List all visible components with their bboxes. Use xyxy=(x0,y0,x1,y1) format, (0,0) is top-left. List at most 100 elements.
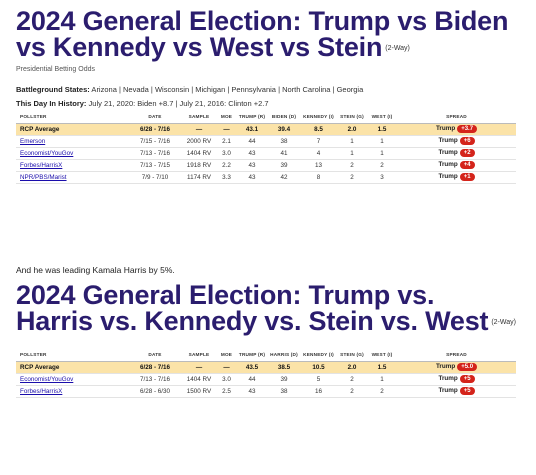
poll-biden: 39 xyxy=(268,159,300,172)
poll-kennedy: 8.5 xyxy=(300,123,337,136)
pollster-name: RCP Average xyxy=(16,123,129,136)
page-title: 2024 General Election: Trump vs Biden vs… xyxy=(16,6,509,62)
poll-date: 7/13 - 7/16 xyxy=(129,147,181,160)
poll-spread: Trump +5 xyxy=(397,373,516,386)
col-biden[interactable]: BIDEN (D) xyxy=(268,107,300,124)
col-moe[interactable]: MOE xyxy=(217,107,236,124)
col-west[interactable]: WEST (I) xyxy=(367,345,397,362)
table-row-rcp-average: RCP Average 6/28 - 7/16 — — 43.5 38.5 10… xyxy=(16,361,516,374)
subtitle-link[interactable]: Presidential Betting Odds xyxy=(16,65,95,73)
col-kennedy[interactable]: KENNEDY (I) xyxy=(300,345,337,362)
poll-stein: 2 xyxy=(337,373,367,386)
body-text: And he was leading Kamala Harris by 5%. xyxy=(16,265,175,275)
spread-badge: +5 xyxy=(459,375,475,384)
pollster-link[interactable]: Forbes/HarrisX xyxy=(16,385,129,398)
poll-sample: 2000 RV xyxy=(181,135,217,148)
table-row: Forbes/HarrisX 6/28 - 6/30 1500 RV 2.5 4… xyxy=(16,385,516,398)
col-kennedy[interactable]: KENNEDY (I) xyxy=(300,107,337,124)
poll-west: 1.5 xyxy=(367,123,397,136)
poll-trump: 43.5 xyxy=(236,361,268,374)
col-moe[interactable]: MOE xyxy=(217,345,236,362)
poll-sample: 1174 RV xyxy=(181,171,217,184)
pollster-link[interactable]: NPR/PBS/Marist xyxy=(16,171,129,184)
poll-kennedy: 4 xyxy=(300,147,337,160)
poll-date: 6/28 - 7/16 xyxy=(129,123,181,136)
poll-sample: 1404 RV xyxy=(181,147,217,160)
poll-trump: 43 xyxy=(236,171,268,184)
col-spread[interactable]: SPREAD xyxy=(397,345,516,362)
poll-trump: 43 xyxy=(236,159,268,172)
col-sample[interactable]: SAMPLE xyxy=(181,345,217,362)
poll-west: 1 xyxy=(367,135,397,148)
poll-west: 2 xyxy=(367,385,397,398)
table-row: Emerson 7/15 - 7/16 2000 RV 2.1 44 38 7 … xyxy=(16,135,516,148)
poll-date: 7/13 - 7/16 xyxy=(129,373,181,386)
poll-moe: 3.0 xyxy=(217,373,236,386)
poll-harris: 39 xyxy=(268,373,300,386)
col-date[interactable]: DATE xyxy=(129,345,181,362)
spread-badge: +2 xyxy=(459,149,475,158)
spread-badge: +5.0 xyxy=(457,363,478,372)
poll-west: 2 xyxy=(367,159,397,172)
poll-stein: 2 xyxy=(337,385,367,398)
table-row: Economist/YouGov 7/13 - 7/16 1404 RV 3.0… xyxy=(16,373,516,386)
poll-harris: 38 xyxy=(268,385,300,398)
spread-badge: +1 xyxy=(459,173,475,182)
poll-spread: Trump +4 xyxy=(397,159,516,172)
col-stein[interactable]: STEIN (G) xyxy=(337,345,367,362)
spread-badge: +3.7 xyxy=(457,125,478,134)
spread-badge: +5 xyxy=(459,387,475,396)
poll-spread: Trump +3.7 xyxy=(397,123,516,136)
spread-badge: +6 xyxy=(459,137,475,146)
pollster-link[interactable]: Economist/YouGov xyxy=(16,373,129,386)
poll-moe: 2.1 xyxy=(217,135,236,148)
poll-stein: 2 xyxy=(337,171,367,184)
poll-kennedy: 16 xyxy=(300,385,337,398)
pollster-link[interactable]: Forbes/HarrisX xyxy=(16,159,129,172)
poll-table: POLLSTER DATE SAMPLE MOE TRUMP (R) HARRI… xyxy=(16,345,516,398)
poll-spread: Trump +1 xyxy=(397,171,516,184)
poll-west: 1 xyxy=(367,373,397,386)
col-pollster[interactable]: POLLSTER xyxy=(16,107,129,124)
poll-trump: 43 xyxy=(236,147,268,160)
poll-west: 1 xyxy=(367,147,397,160)
poll-moe: 3.0 xyxy=(217,147,236,160)
page-title: 2024 General Election: Trump vs. Harris … xyxy=(16,280,516,336)
poll-kennedy: 5 xyxy=(300,373,337,386)
poll-date: 7/15 - 7/16 xyxy=(129,135,181,148)
table-header-row: POLLSTER DATE SAMPLE MOE TRUMP (R) HARRI… xyxy=(16,345,516,362)
col-west[interactable]: WEST (I) xyxy=(367,107,397,124)
pollster-link[interactable]: Emerson xyxy=(16,135,129,148)
poll-spread: Trump +6 xyxy=(397,135,516,148)
poll-stein: 2.0 xyxy=(337,123,367,136)
poll-moe: 3.3 xyxy=(217,171,236,184)
poll-card-biden: 2024 General Election: Trump vs Biden vs… xyxy=(16,8,516,184)
col-spread[interactable]: SPREAD xyxy=(397,107,516,124)
poll-sample: — xyxy=(181,361,217,374)
poll-date: 6/28 - 7/16 xyxy=(129,361,181,374)
poll-sample: — xyxy=(181,123,217,136)
poll-sample: 1918 RV xyxy=(181,159,217,172)
col-pollster[interactable]: POLLSTER xyxy=(16,345,129,362)
pollster-link[interactable]: Economist/YouGov xyxy=(16,147,129,160)
col-date[interactable]: DATE xyxy=(129,107,181,124)
spread-badge: +4 xyxy=(459,161,475,170)
poll-biden: 42 xyxy=(268,171,300,184)
this-day-in-history: This Day In History: July 21, 2020: Bide… xyxy=(16,98,269,108)
poll-stein: 1 xyxy=(337,135,367,148)
col-stein[interactable]: STEIN (G) xyxy=(337,107,367,124)
poll-kennedy: 10.5 xyxy=(300,361,337,374)
poll-moe: 2.2 xyxy=(217,159,236,172)
poll-sample: 1500 RV xyxy=(181,385,217,398)
col-trump[interactable]: TRUMP (R) xyxy=(236,107,268,124)
poll-west: 1.5 xyxy=(367,361,397,374)
poll-biden: 41 xyxy=(268,147,300,160)
col-sample[interactable]: SAMPLE xyxy=(181,107,217,124)
pollster-name: RCP Average xyxy=(16,361,129,374)
poll-date: 7/13 - 7/15 xyxy=(129,159,181,172)
two-way-tag: (2-Way) xyxy=(385,44,410,52)
poll-table: POLLSTER DATE SAMPLE MOE TRUMP (R) BIDEN… xyxy=(16,107,516,184)
poll-spread: Trump +2 xyxy=(397,147,516,160)
col-trump[interactable]: TRUMP (R) xyxy=(236,345,268,362)
col-harris[interactable]: HARRIS (D) xyxy=(268,345,300,362)
